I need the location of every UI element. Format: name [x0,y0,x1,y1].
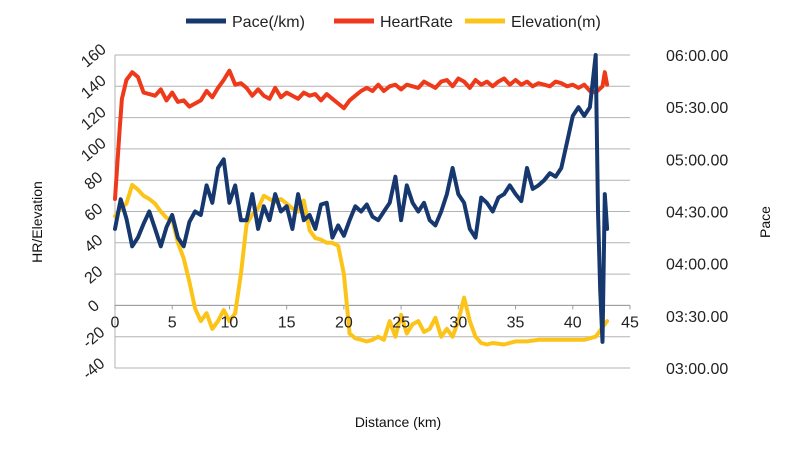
grid-lines [114,54,631,369]
x-tick-label: 40 [564,314,582,331]
x-tick-label: 30 [449,314,467,331]
y-tick-label: 80 [82,169,107,194]
y-tick-label: 40 [82,232,107,257]
x-tick-label: 45 [621,314,639,331]
legend-label: Pace(/km) [232,14,305,31]
x-tick-label: 20 [335,314,353,331]
y2-tick-label: 04:00.00 [666,257,728,274]
y-tick-label: 160 [78,41,109,71]
x-tick-label: 5 [168,314,177,331]
y2-tick-label: 04:30.00 [666,205,728,222]
x-tick-label: 0 [111,314,120,331]
y2-tick-label: 06:00.00 [666,48,728,65]
y-tick-label: 100 [78,135,109,165]
legend: Pace(/km) HeartRate Elevation(m) [186,14,601,31]
series-line-0 [113,53,610,344]
y-tick-label: 140 [78,72,109,102]
x-axis-title: Distance (km) [355,414,441,430]
x-tick-label: 25 [392,314,410,331]
legend-label: Elevation(m) [511,14,601,31]
series-line-1 [113,68,610,201]
y-tick-label: -20 [80,324,109,352]
y2-tick-label: 05:30.00 [666,100,728,117]
y-tick-label: 20 [82,263,107,288]
x-tick-label: 10 [221,314,239,331]
x-tick-label: 15 [278,314,296,331]
y-tick-label: 120 [78,104,109,134]
y2-tick-label: 05:00.00 [666,152,728,169]
y2-tick-label: 03:30.00 [666,309,728,326]
legend-label: HeartRate [380,14,453,31]
y2-tick-label: 03:00.00 [666,361,728,378]
series-line-2 [113,182,610,347]
y-axis-title: HR/Elevation [29,181,45,263]
y-tick-label: 60 [82,200,107,225]
y-tick-label: -40 [80,355,109,383]
x-tick-label: 35 [507,314,525,331]
y-tick-label: 0 [85,297,103,316]
y2-axis-title: Pace [757,206,773,238]
series-lines [113,53,610,347]
